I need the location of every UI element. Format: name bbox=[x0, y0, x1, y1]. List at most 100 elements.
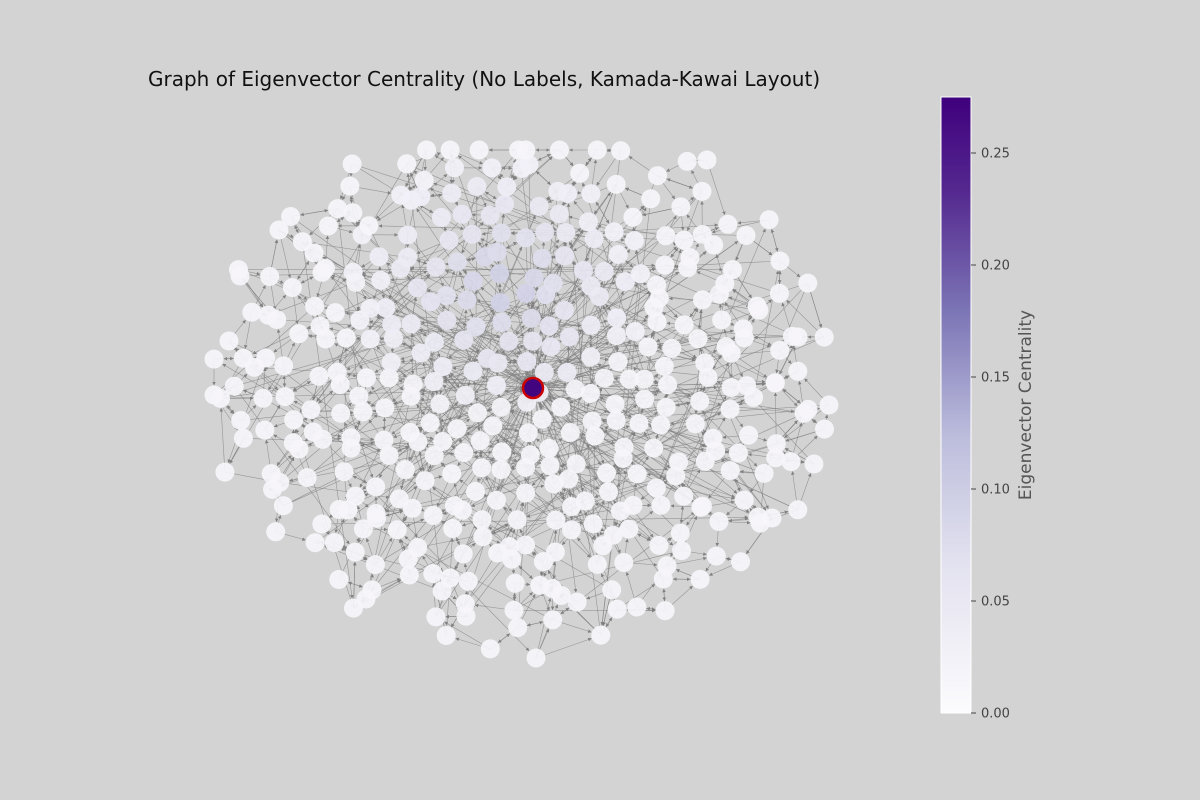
graph-node bbox=[674, 486, 694, 506]
edge bbox=[540, 235, 747, 383]
graph-node bbox=[490, 264, 509, 284]
graph-node bbox=[381, 352, 401, 372]
edge bbox=[535, 597, 552, 659]
graph-node bbox=[556, 223, 576, 243]
edge bbox=[213, 278, 346, 396]
graph-node bbox=[646, 478, 666, 498]
graph-node bbox=[585, 426, 605, 446]
graph-node bbox=[521, 308, 541, 328]
graph-node bbox=[369, 247, 389, 267]
graph-node bbox=[374, 430, 394, 450]
graph-node bbox=[343, 262, 363, 282]
graph-node bbox=[597, 463, 616, 483]
graph-node bbox=[720, 461, 740, 481]
graph-node bbox=[309, 366, 329, 386]
graph-node bbox=[325, 303, 345, 323]
graph-node bbox=[690, 391, 710, 411]
graph-node bbox=[651, 495, 671, 515]
graph-node bbox=[631, 264, 650, 284]
graph-node bbox=[423, 506, 443, 525]
edge bbox=[542, 390, 765, 474]
graph-node bbox=[382, 314, 402, 334]
graph-node bbox=[518, 423, 538, 443]
graph-node bbox=[371, 270, 391, 290]
graph-node bbox=[487, 376, 506, 395]
graph-node bbox=[562, 520, 581, 540]
graph-node bbox=[400, 422, 420, 442]
graph-node bbox=[366, 504, 386, 523]
graph-node bbox=[516, 283, 536, 303]
graph-node bbox=[615, 272, 635, 292]
graph-node bbox=[543, 273, 563, 293]
graph-node bbox=[619, 369, 639, 389]
graph-node bbox=[566, 454, 586, 474]
graph-node bbox=[408, 278, 427, 298]
graph-node bbox=[584, 229, 604, 249]
graph-node bbox=[562, 497, 581, 517]
graph-node bbox=[424, 372, 444, 391]
graph-node bbox=[426, 257, 446, 277]
graph-node bbox=[375, 398, 395, 418]
graph-node bbox=[530, 575, 550, 595]
graph-node bbox=[327, 362, 347, 382]
edge bbox=[273, 363, 426, 481]
edge bbox=[573, 201, 619, 255]
graph-node bbox=[594, 368, 614, 388]
graph-node bbox=[693, 496, 712, 516]
graph-node bbox=[310, 316, 330, 336]
graph-node bbox=[359, 216, 379, 236]
graph-node bbox=[658, 375, 678, 395]
graph-node bbox=[447, 419, 467, 439]
graph-node bbox=[693, 290, 712, 310]
graph-node bbox=[507, 510, 527, 530]
graph-node bbox=[529, 196, 549, 216]
graph-node bbox=[336, 328, 356, 348]
edge bbox=[391, 362, 635, 381]
graph-node bbox=[608, 245, 628, 264]
graph-node bbox=[614, 553, 634, 572]
graph-node bbox=[680, 248, 700, 268]
graph-node bbox=[516, 483, 536, 503]
colorbar-tick-label: 0.25 bbox=[981, 147, 1010, 162]
graph-node bbox=[517, 352, 537, 372]
edge bbox=[298, 389, 524, 450]
edge bbox=[300, 287, 418, 413]
graph-node bbox=[669, 452, 689, 472]
graph-node bbox=[610, 501, 630, 521]
graph-node bbox=[581, 184, 601, 204]
graph-node bbox=[349, 386, 369, 406]
graph-node bbox=[395, 460, 415, 480]
graph-node bbox=[688, 329, 708, 349]
graph-node bbox=[379, 368, 399, 388]
graph-node bbox=[565, 379, 585, 399]
graph-node bbox=[491, 397, 511, 417]
graph-node bbox=[656, 226, 676, 246]
graph-node bbox=[625, 322, 645, 342]
edge bbox=[561, 282, 809, 545]
graph-node bbox=[442, 183, 462, 203]
graph-node bbox=[487, 490, 506, 510]
graph-node bbox=[329, 500, 349, 519]
graph-node bbox=[651, 415, 671, 435]
graph-node bbox=[524, 268, 544, 288]
edge bbox=[541, 391, 798, 511]
graph-node bbox=[470, 431, 490, 451]
colorbar-gradient bbox=[940, 96, 972, 714]
graph-node bbox=[491, 223, 511, 243]
graph-node bbox=[455, 385, 475, 405]
graph-node bbox=[490, 293, 510, 313]
graph-node bbox=[647, 312, 667, 332]
graph-node bbox=[649, 288, 669, 308]
graph-node bbox=[539, 316, 559, 336]
graph-node bbox=[720, 399, 740, 419]
graph-node bbox=[341, 428, 361, 448]
graph-node bbox=[627, 464, 647, 484]
graph-node bbox=[411, 187, 431, 207]
graph-node bbox=[744, 387, 764, 407]
graph-node bbox=[613, 448, 633, 468]
colorbar-tick-label: 0.10 bbox=[981, 483, 1010, 498]
edge bbox=[391, 271, 605, 435]
graph-node bbox=[532, 248, 552, 268]
graph-node bbox=[376, 298, 396, 318]
graph-node bbox=[546, 510, 566, 530]
